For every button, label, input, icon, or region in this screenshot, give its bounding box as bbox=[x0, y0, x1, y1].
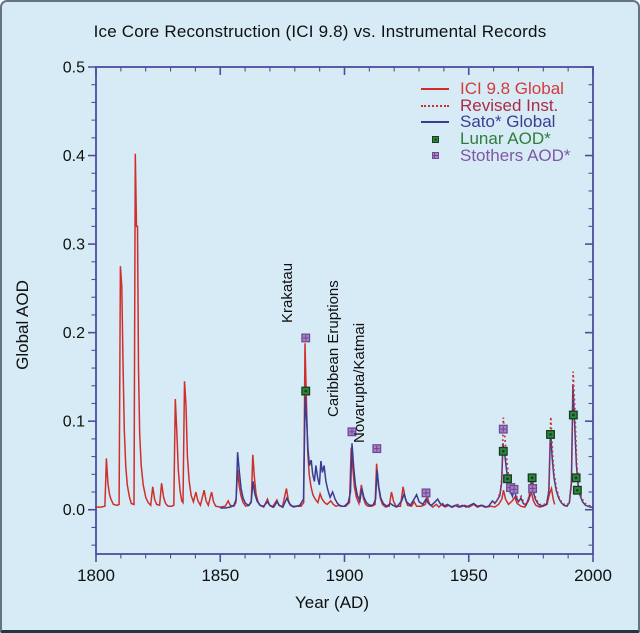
marker-inner-dot bbox=[576, 489, 579, 492]
legend-line-swatch bbox=[421, 121, 449, 124]
legend-item: Sato* Global bbox=[421, 112, 571, 132]
legend-label: Stothers AOD* bbox=[460, 145, 571, 165]
x-tick-label: 1850 bbox=[201, 566, 239, 585]
eruption-label: Novarupta/Katmai bbox=[350, 322, 368, 443]
y-tick-label: 0.2 bbox=[63, 325, 85, 342]
marker-inner-dot bbox=[304, 389, 307, 393]
x-tick-label: 1950 bbox=[450, 566, 488, 585]
legend-square-dot-icon bbox=[421, 135, 449, 143]
marker-inner-dot bbox=[530, 476, 534, 480]
eruption-label: Krakatau bbox=[278, 262, 296, 323]
legend-item: Revised Inst. bbox=[421, 95, 571, 115]
x-tick-label: 2000 bbox=[574, 566, 612, 585]
legend-label: Revised Inst. bbox=[460, 95, 559, 115]
marker-inner-dot bbox=[572, 413, 575, 417]
eruption-label: Caribbean Eruptions bbox=[324, 279, 342, 417]
x-tick-label: 1900 bbox=[326, 566, 364, 585]
legend-label: Sato* Global bbox=[460, 112, 556, 132]
legend-dotted-swatch bbox=[421, 104, 449, 107]
legend-item: Stothers AOD* bbox=[421, 147, 571, 164]
marker-inner-dot bbox=[506, 477, 509, 480]
y-tick-label: 0.0 bbox=[63, 502, 85, 519]
y-tick-label: 0.5 bbox=[63, 60, 85, 77]
legend-label: Lunar AOD* bbox=[460, 129, 551, 149]
legend-line-swatch bbox=[421, 88, 449, 91]
x-axis-title: Year (AD) bbox=[294, 593, 369, 612]
legend-item: Lunar AOD* bbox=[421, 129, 571, 149]
series-revised-inst- bbox=[493, 371, 593, 508]
marker-inner-dot bbox=[549, 433, 552, 436]
x-tick-label: 1800 bbox=[77, 566, 115, 585]
legend-square-cross-icon bbox=[421, 152, 449, 160]
marker-inner-dot bbox=[502, 450, 505, 453]
legend: ICI 9.8 Global Revised Inst. Sato* Global L… bbox=[421, 79, 571, 164]
marker-inner-dot bbox=[574, 476, 578, 480]
y-tick-label: 0.4 bbox=[63, 148, 85, 165]
legend-label: ICI 9.8 Global bbox=[460, 79, 564, 99]
y-tick-label: 0.3 bbox=[63, 237, 85, 254]
chart-title: Ice Core Reconstruction (ICI 9.8) vs. In… bbox=[93, 22, 547, 41]
legend-item: ICI 9.8 Global bbox=[421, 79, 571, 99]
series-sato-global bbox=[220, 385, 593, 509]
y-tick-label: 0.1 bbox=[63, 414, 85, 431]
